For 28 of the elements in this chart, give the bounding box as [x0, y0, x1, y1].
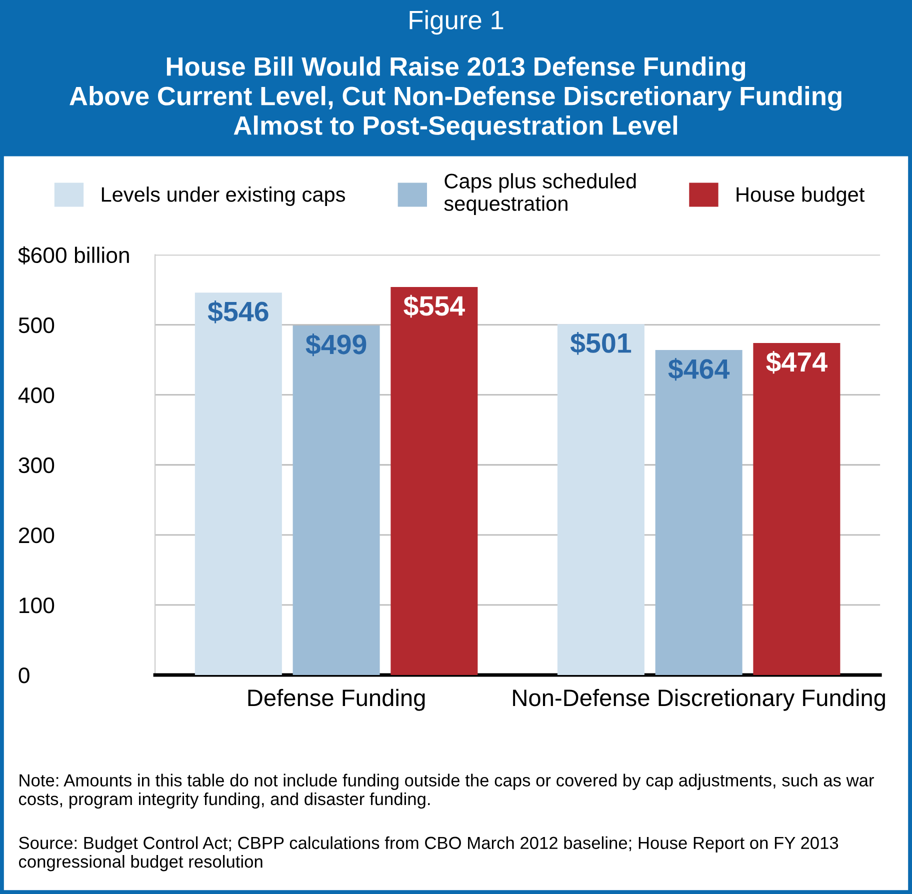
legend-label: Levels under existing caps	[102, 186, 346, 206]
y-tick-label: 400	[18, 387, 54, 404]
data-label: $546	[208, 300, 268, 324]
bar	[655, 350, 742, 675]
x-tick-label: Non-Defense Discretionary Funding	[513, 688, 885, 711]
data-label: $554	[404, 294, 465, 318]
data-label: $464	[668, 358, 730, 381]
y-tick-label: 100	[20, 597, 54, 614]
data-label: $501	[570, 332, 632, 355]
y-tick-label: 500	[18, 317, 54, 334]
data-label: $499	[306, 333, 366, 356]
chart-title: Figure 1	[410, 10, 504, 35]
x-tick-label: Defense Funding	[248, 688, 425, 711]
source-note: Source: Budget Control Act; CBPP calculations from CBO March 2012 baseline; House Report on FY 2013 congressional budget resolution	[18, 836, 838, 872]
bar	[390, 287, 478, 675]
legend-label: Caps plus scheduled sequestration	[444, 173, 636, 216]
y-tick-label: 200	[19, 527, 54, 544]
y-tick-label: $600 billion	[18, 246, 129, 264]
legend-label: House budget	[736, 186, 865, 206]
bar	[557, 324, 644, 675]
data-label: $474	[766, 350, 828, 374]
bar	[753, 343, 840, 675]
text: Note: Amounts in this table do not include funding outside the caps or covered by cap adjustments, such as war costs, program integrity funding, and disaster funding.	[18, 774, 874, 809]
bar	[292, 326, 380, 675]
y-tick-label: 0	[18, 668, 30, 684]
bar	[194, 292, 282, 675]
chart-subtitle: House Bill Would Raise 2013 Defense Funding Above Current Level, Cut Non-Defense Discretionary Funding Almost to Post-Sequestration Level	[70, 56, 842, 140]
y-tick-label: 300	[18, 457, 54, 474]
